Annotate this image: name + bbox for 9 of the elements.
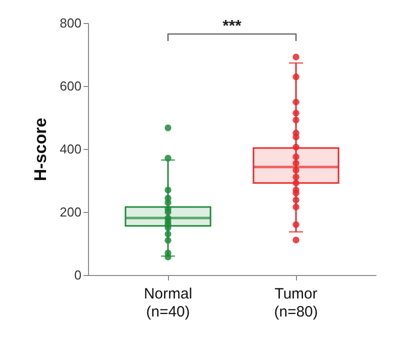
- x-tick-label: Normal (n=40): [144, 286, 192, 320]
- y-tick-label: 0: [74, 268, 82, 282]
- y-tick-label: 400: [60, 142, 82, 156]
- y-tick-label: 800: [60, 16, 82, 30]
- x-tick-label: Tumor (n=80): [274, 286, 318, 320]
- y-tick-label: 600: [60, 78, 82, 94]
- y-axis-title: H-score: [30, 118, 50, 182]
- y-tick-label: 200: [60, 204, 82, 220]
- annotation: ***: [222, 18, 242, 35]
